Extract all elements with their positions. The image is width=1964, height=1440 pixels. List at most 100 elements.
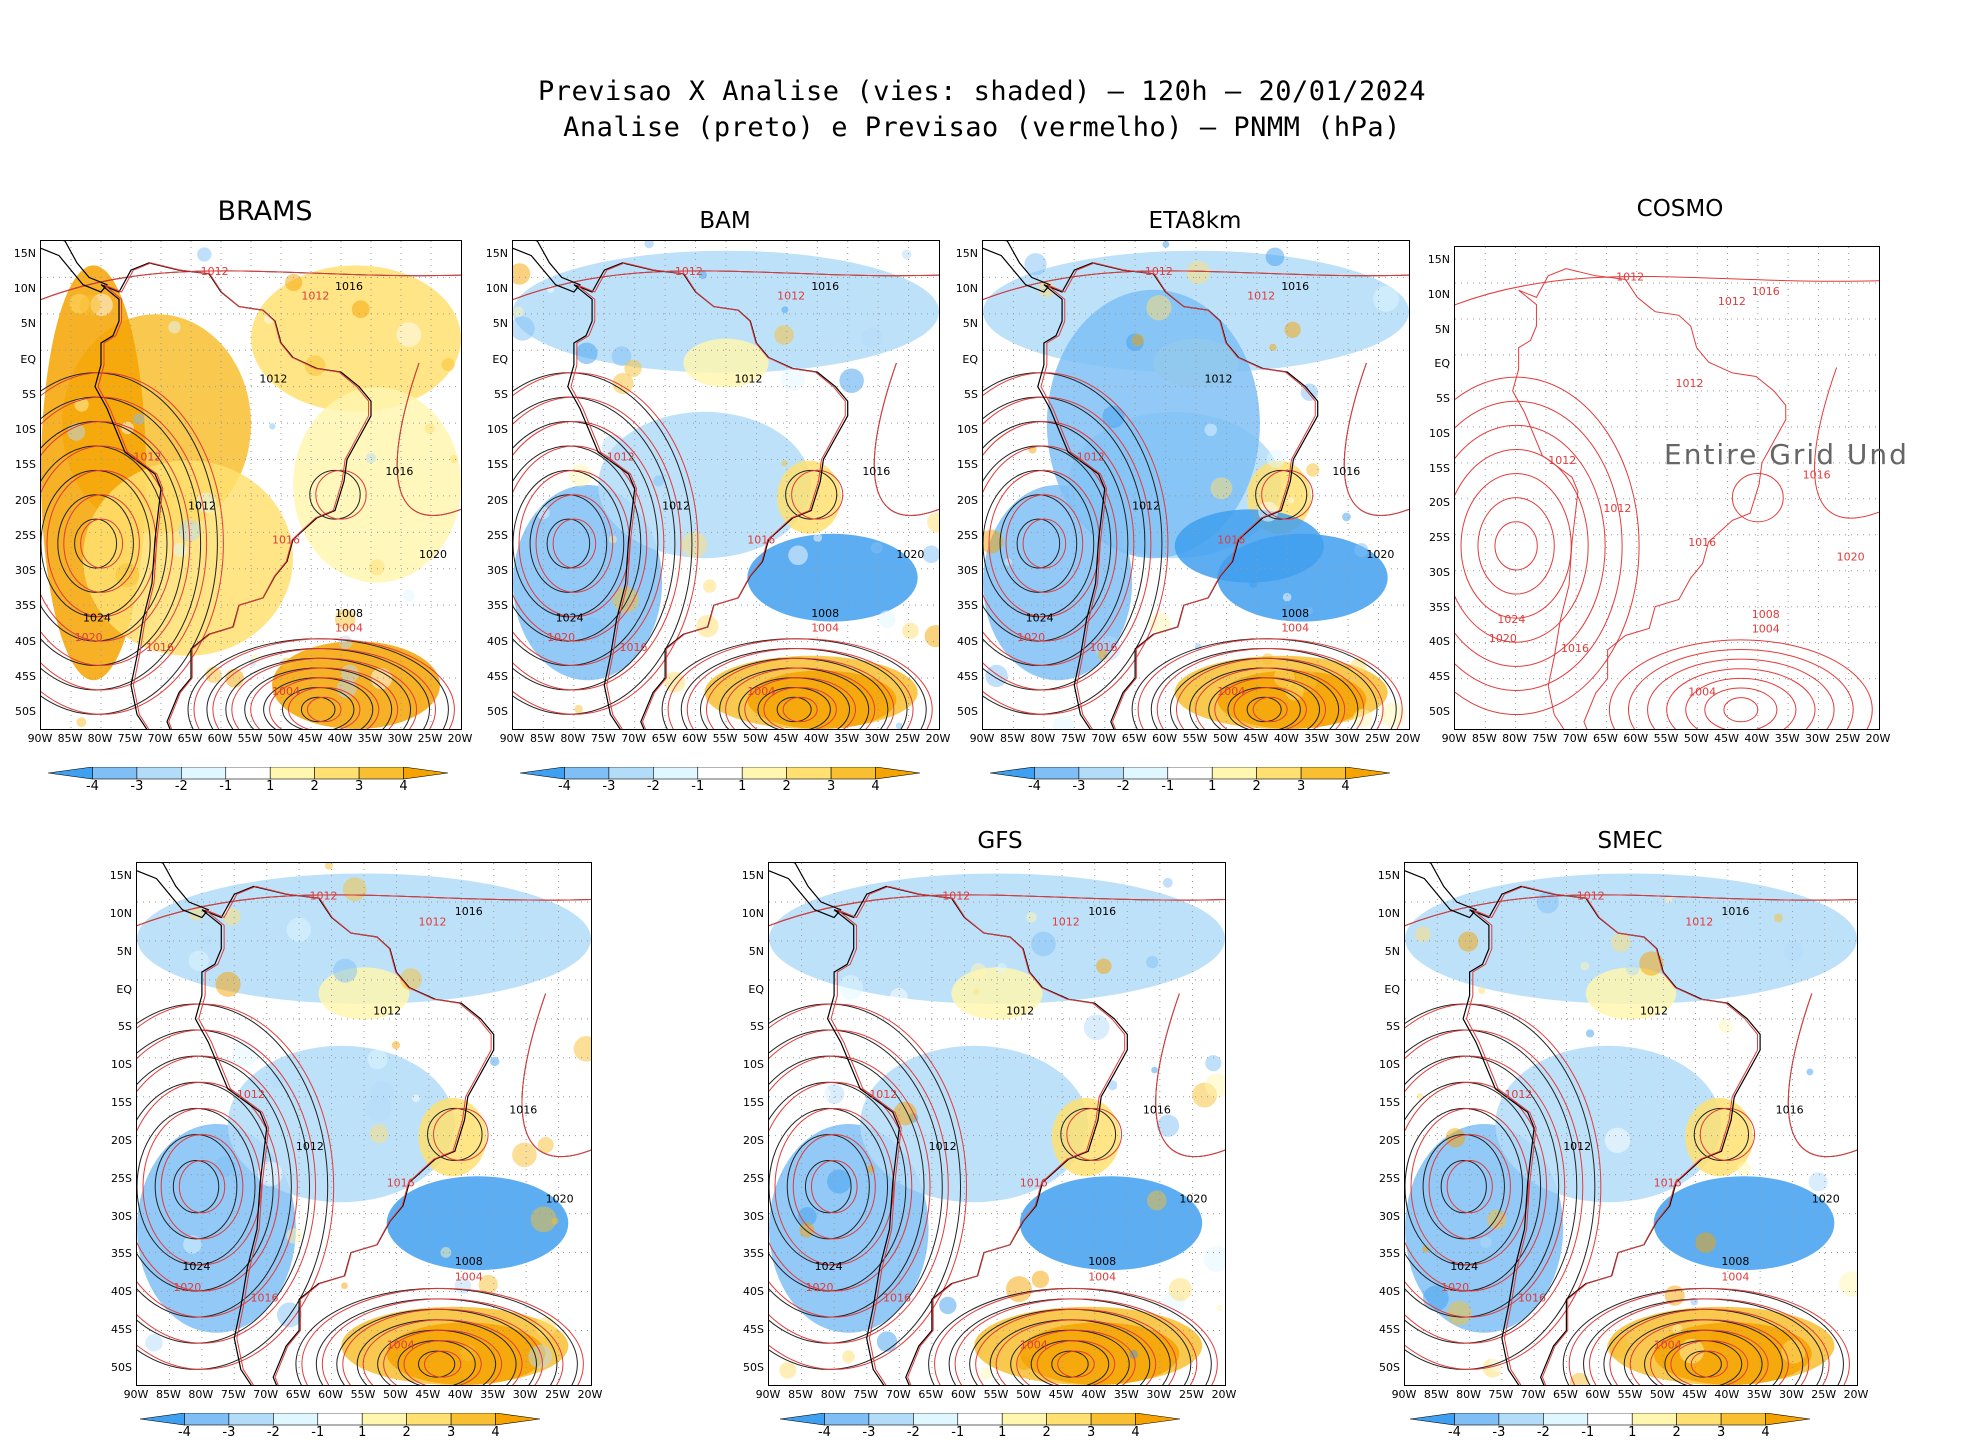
bias-speckle	[1808, 1172, 1828, 1192]
isobar	[513, 270, 939, 301]
bias-speckle	[624, 359, 642, 378]
contour-label: 1024	[182, 1260, 210, 1273]
isobar	[172, 1160, 220, 1214]
bias-speckle	[812, 1085, 831, 1104]
bias-shading	[1405, 1124, 1564, 1333]
colorbar-segment	[1001, 1412, 1047, 1426]
lon-tick-label: 60W	[950, 1388, 976, 1401]
bias-speckle	[1672, 1324, 1683, 1335]
lon-tick-label: 35W	[1774, 732, 1800, 745]
map-panel-brams: 1012 1016 1012 1012 1012 1016 1020 1008 1004 1024…	[40, 240, 462, 730]
bias-speckle	[839, 368, 864, 393]
colorbar	[989, 766, 1410, 785]
lat-tick-label: 5N	[1384, 944, 1400, 958]
bias-speckle	[340, 664, 359, 683]
andes-isobar	[97, 262, 370, 729]
lon-tick-label: 55W	[712, 732, 738, 745]
lon-tick-label: 45W	[1682, 1388, 1707, 1401]
lat-tick-label: 50S	[957, 705, 978, 718]
bias-speckle	[1269, 343, 1277, 352]
contour-label: 1012	[777, 290, 805, 303]
lat-tick-label: 40S	[1429, 635, 1450, 649]
isobar	[521, 993, 591, 1158]
isobar	[1175, 657, 1365, 729]
bias-speckle	[1306, 463, 1320, 477]
contour-label: 1016	[1143, 1104, 1171, 1117]
contour-label: 1016	[509, 1104, 537, 1117]
lat-tick-label: 30S	[487, 564, 508, 578]
lat-tick-label: 10S	[111, 1058, 132, 1072]
bias-speckle	[1146, 955, 1159, 969]
bias-speckle	[1204, 423, 1218, 437]
colorbar-label: -2	[266, 1425, 280, 1440]
colorbar-label: 4	[871, 779, 880, 794]
bias-shading	[293, 387, 461, 583]
contour-label: 1008	[455, 1255, 483, 1268]
lon-tick-label: 55W	[350, 1388, 376, 1401]
colorbar-label: -3	[862, 1425, 876, 1440]
colorbar-segment	[47, 766, 93, 780]
lon-tick-label: 70W	[147, 732, 173, 745]
lon-tick-label: 35W	[357, 732, 383, 745]
bias-speckle	[838, 975, 864, 1000]
lat-tick-label: 25S	[743, 1171, 764, 1185]
lat-tick-label: 50S	[487, 705, 508, 718]
panel-title-2: ETA8km	[1148, 208, 1242, 234]
contour-label: 1016	[385, 465, 413, 478]
map-canvas: 1012101610121012101210161020100810041024…	[41, 241, 461, 729]
isobar	[1057, 1350, 1095, 1378]
lon-tick-label: 90W	[969, 732, 995, 745]
lon-tick-label: 50W	[382, 1388, 408, 1401]
lon-tick-label: 30W	[512, 1388, 538, 1401]
lat-tick-label: 20S	[1379, 1133, 1400, 1147]
lon-tick-label: 25W	[895, 732, 920, 745]
lat-tick-label: 15N	[1427, 253, 1450, 266]
bias-speckle	[1833, 1120, 1846, 1134]
isobar	[137, 1003, 335, 1370]
colorbar-segment	[653, 766, 699, 780]
isobar	[1255, 469, 1308, 520]
bias-speckle	[901, 249, 912, 260]
bias-shading	[598, 411, 812, 559]
central-america-outline	[137, 863, 210, 919]
colorbar-label: -2	[1116, 779, 1130, 794]
colorbar-segment	[403, 766, 449, 780]
colorbar	[779, 1412, 1200, 1431]
colorbar-segment	[361, 1412, 407, 1426]
lon-tick-label: 20W	[447, 732, 473, 745]
lat-tick-label: 10N	[955, 282, 978, 296]
contour-label: 1012	[1006, 1004, 1034, 1017]
isobar	[513, 421, 665, 667]
contour-label: 1016	[1752, 285, 1780, 298]
contour-label: 1012	[418, 916, 446, 929]
colorbar-segment	[450, 1412, 496, 1426]
bias-speckle	[1477, 986, 1486, 995]
lon-tick-label: 45W	[297, 732, 323, 745]
lat-tick-label: 5N	[492, 317, 508, 331]
colorbar-segment	[406, 1412, 452, 1426]
bias-speckle	[513, 306, 524, 318]
isobar	[1343, 362, 1409, 516]
isobar	[1609, 1308, 1810, 1385]
bias-speckle	[449, 454, 459, 464]
contour-label: 1016	[620, 641, 648, 654]
bias-speckle	[551, 1217, 559, 1225]
bias-speckle	[927, 512, 939, 533]
lat-tick-label: 30S	[743, 1209, 764, 1223]
bias-speckle	[1665, 896, 1673, 904]
contour-label: 1012	[869, 1088, 897, 1101]
lat-tick-label: 40S	[487, 634, 508, 648]
isobar	[513, 396, 682, 691]
lon-tick-label: 90W	[1441, 732, 1467, 745]
lat-tick-label: 10N	[485, 282, 508, 296]
lon-tick-label: 40W	[1744, 732, 1770, 745]
lon-tick-label: 75W	[1532, 732, 1558, 745]
bias-speckle	[1569, 1372, 1590, 1385]
bias-speckle	[1248, 579, 1258, 588]
isobar	[231, 657, 418, 729]
bias-speckle	[530, 1206, 557, 1233]
bias-speckle	[365, 1095, 392, 1122]
lon-tick-label: 50W	[1649, 1388, 1675, 1401]
bias-speckle	[1186, 260, 1210, 285]
contour-label: 1020	[1366, 548, 1394, 561]
